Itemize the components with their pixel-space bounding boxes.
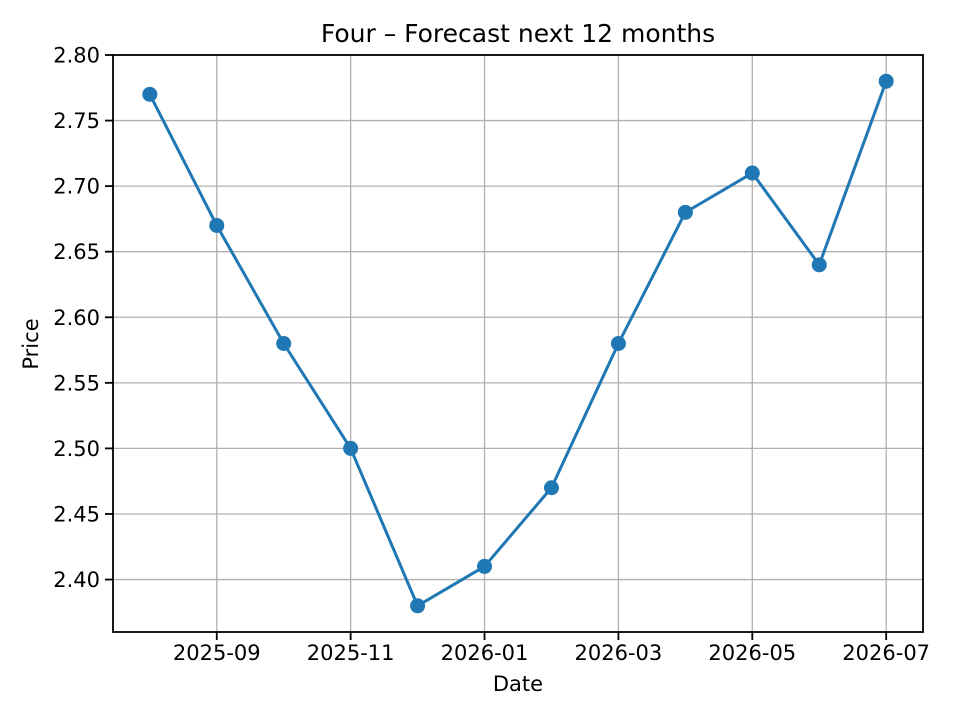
series-line bbox=[148, 79, 888, 608]
y-tick-label: 2.80 bbox=[53, 44, 100, 68]
y-tick-label: 2.40 bbox=[53, 568, 100, 592]
y-tick-label: 2.75 bbox=[53, 109, 100, 133]
y-tick-label: 2.70 bbox=[53, 175, 100, 199]
y-tick-label: 2.50 bbox=[53, 437, 100, 461]
y-tick-label: 2.60 bbox=[53, 306, 100, 330]
data-point-marker bbox=[878, 73, 894, 89]
x-tick-label: 2026-03 bbox=[575, 641, 663, 665]
data-point-marker bbox=[343, 440, 359, 456]
data-point-marker bbox=[410, 598, 426, 614]
data-point-marker bbox=[744, 165, 760, 181]
data-point-marker bbox=[543, 480, 559, 496]
data-point-marker bbox=[276, 336, 292, 351]
data-point-marker bbox=[477, 558, 493, 574]
plot-border bbox=[112, 54, 924, 633]
data-point-marker bbox=[677, 204, 693, 220]
y-tick-label: 2.65 bbox=[53, 240, 100, 264]
x-tick-label: 2026-01 bbox=[441, 641, 529, 665]
chart-title: Four – Forecast next 12 months bbox=[320, 19, 716, 48]
x-tick-label: 2025-09 bbox=[173, 641, 261, 665]
data-point-marker bbox=[811, 257, 827, 273]
x-axis-label: Date bbox=[492, 672, 544, 696]
data-point-marker bbox=[610, 336, 626, 351]
data-point-marker bbox=[209, 217, 225, 233]
y-tick-label: 2.55 bbox=[53, 371, 100, 395]
data-point-marker bbox=[142, 86, 158, 102]
y-tick-label: 2.45 bbox=[53, 502, 100, 526]
x-tick-label: 2026-05 bbox=[708, 641, 796, 665]
x-tick-label: 2025-11 bbox=[307, 641, 395, 665]
x-tick-label: 2026-07 bbox=[842, 641, 930, 665]
